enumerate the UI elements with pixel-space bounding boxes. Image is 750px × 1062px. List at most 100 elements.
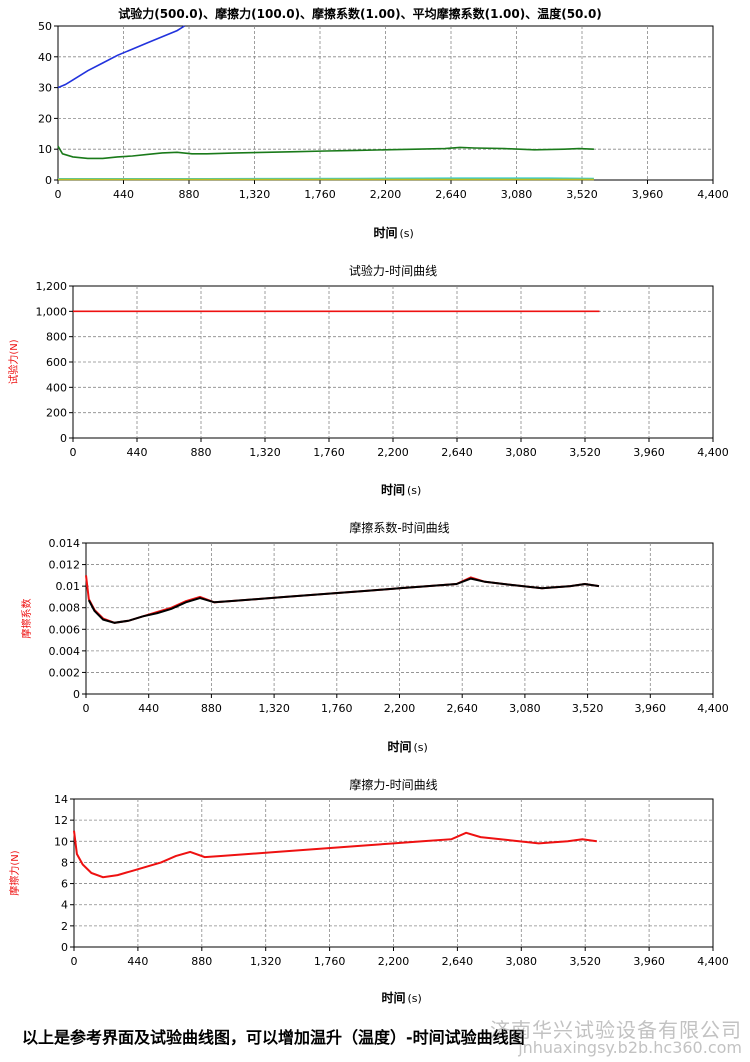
x-tick-label: 4,400 xyxy=(697,446,729,459)
x-tick-label: 3,080 xyxy=(505,446,537,459)
x-tick-label: 1,760 xyxy=(321,702,353,715)
x-tick-label: 2,640 xyxy=(435,188,467,201)
y-tick-label: 10 xyxy=(54,835,68,848)
chart-friction-coefficient-svg: 摩擦系数-时间曲线 0 440 880 1,320 1,760 2,200 2,640 3,08… xyxy=(20,520,729,754)
x-tick-label: 0 xyxy=(55,188,62,201)
series-line-2 xyxy=(87,577,600,624)
x-tick-label: 880 xyxy=(201,702,222,715)
x-tick-label: 880 xyxy=(191,446,212,459)
x-tick-label: 3,520 xyxy=(566,188,598,201)
x-tick-label: 3,960 xyxy=(633,446,665,459)
chart-combined-svg: 试验力(500.0)、摩擦力(100.0)、摩擦系数(1.00)、平均摩擦系数(… xyxy=(38,6,729,240)
x-tick-label: 3,520 xyxy=(569,446,601,459)
x-tick-label: 1,320 xyxy=(258,702,290,715)
y-tick-label: 6 xyxy=(61,878,68,891)
chart-title: 摩擦力-时间曲线 xyxy=(349,777,437,792)
series-line-1 xyxy=(57,25,185,89)
series-line-1 xyxy=(73,830,597,879)
series-line-2 xyxy=(57,145,594,160)
y-tick-label: 0.002 xyxy=(49,666,81,679)
x-tick-label: 2,200 xyxy=(370,188,402,201)
y-tick-label: 200 xyxy=(46,407,67,420)
x-axis-unit: (s) xyxy=(414,741,428,754)
y-tick-label: 0 xyxy=(61,941,68,954)
x-axis-label: 时间 xyxy=(387,739,411,754)
y-tick-label: 30 xyxy=(38,82,52,95)
x-tick-label: 440 xyxy=(113,188,134,201)
x-tick-label: 0 xyxy=(83,702,90,715)
y-tick-label: 0.01 xyxy=(56,580,81,593)
x-tick-label: 2,640 xyxy=(441,446,473,459)
y-tick-label: 10 xyxy=(38,143,52,156)
y-tick-label: 0 xyxy=(73,688,80,701)
chart-friction-force: 摩擦力-时间曲线 0 440 880 1,320 1,760 2,200 2,640 3,080… xyxy=(0,772,750,1017)
x-tick-label: 4,400 xyxy=(697,702,729,715)
y-tick-label: 400 xyxy=(46,381,67,394)
x-axis-label: 时间 xyxy=(381,990,405,1005)
y-tick-label: 0 xyxy=(60,432,67,445)
chart-test-force: 试验力-时间曲线 0 440 880 1,320 1,760 2,200 2,640 3,080… xyxy=(0,258,750,508)
y-tick-label: 8 xyxy=(61,856,68,869)
x-tick-label: 2,200 xyxy=(377,446,409,459)
x-axis-label: 时间 xyxy=(373,225,397,240)
x-tick-label: 3,960 xyxy=(633,955,665,968)
plot-area xyxy=(73,798,714,948)
x-axis-unit: (s) xyxy=(408,992,422,1005)
x-tick-label: 2,200 xyxy=(384,702,416,715)
x-tick-label: 1,760 xyxy=(314,955,346,968)
x-tick-label: 3,520 xyxy=(569,955,601,968)
x-tick-label: 440 xyxy=(127,446,148,459)
y-tick-label: 50 xyxy=(38,20,52,33)
x-tick-label: 3,960 xyxy=(635,702,667,715)
chart-title: 摩擦系数-时间曲线 xyxy=(349,520,449,535)
y-tick-label: 12 xyxy=(54,814,68,827)
x-tick-label: 0 xyxy=(70,446,77,459)
x-tick-label: 4,400 xyxy=(697,955,729,968)
x-axis-unit: (s) xyxy=(407,484,421,497)
x-tick-label: 1,320 xyxy=(249,446,281,459)
x-tick-label: 3,520 xyxy=(572,702,604,715)
y-tick-label: 0.006 xyxy=(49,623,81,636)
watermark-company: 济南华兴试验设备有限公司 xyxy=(490,1018,742,1042)
y-tick-label: 4 xyxy=(61,899,68,912)
y-tick-label: 600 xyxy=(46,356,67,369)
y-axis-label: 摩擦系数 xyxy=(20,599,33,639)
y-tick-label: 1,200 xyxy=(36,280,68,293)
y-tick-label: 0.008 xyxy=(49,602,81,615)
y-tick-label: 14 xyxy=(54,793,68,806)
y-tick-label: 40 xyxy=(38,51,52,64)
x-tick-label: 3,080 xyxy=(509,702,541,715)
x-tick-label: 1,320 xyxy=(250,955,282,968)
x-tick-label: 1,760 xyxy=(313,446,345,459)
x-tick-label: 3,080 xyxy=(501,188,533,201)
x-tick-label: 1,320 xyxy=(239,188,271,201)
x-tick-label: 1,760 xyxy=(304,188,336,201)
y-tick-label: 1,000 xyxy=(36,305,68,318)
y-tick-label: 800 xyxy=(46,331,67,344)
chart-friction-coefficient: 摩擦系数-时间曲线 0 440 880 1,320 1,760 2,200 2,640 3,08… xyxy=(0,515,750,770)
chart-title: 试验力(500.0)、摩擦力(100.0)、摩擦系数(1.00)、平均摩擦系数(… xyxy=(118,6,602,21)
chart-test-force-svg: 试验力-时间曲线 0 440 880 1,320 1,760 2,200 2,640 3,080… xyxy=(7,263,729,497)
x-axis-unit: (s) xyxy=(400,227,414,240)
x-tick-label: 3,080 xyxy=(506,955,538,968)
caption-text: 以上是参考界面及试验曲线图，可以增加温升（温度）-时间试验曲线图 xyxy=(22,1028,525,1047)
x-tick-label: 2,640 xyxy=(442,955,474,968)
chart-combined: 试验力(500.0)、摩擦力(100.0)、摩擦系数(1.00)、平均摩擦系数(… xyxy=(0,0,750,250)
x-tick-label: 3,960 xyxy=(632,188,664,201)
y-tick-label: 0.012 xyxy=(49,559,81,572)
x-tick-label: 440 xyxy=(138,702,159,715)
y-tick-label: 0.014 xyxy=(49,537,81,550)
x-tick-label: 4,400 xyxy=(697,188,729,201)
y-axis-label: 摩擦力(N) xyxy=(8,850,21,895)
x-tick-label: 0 xyxy=(71,955,78,968)
chart-friction-force-svg: 摩擦力-时间曲线 0 440 880 1,320 1,760 2,200 2,640 3,080… xyxy=(8,777,729,1005)
chart-title: 试验力-时间曲线 xyxy=(349,263,437,278)
watermark-url: jnhuaxingsy.b2b.hc360.com xyxy=(518,1038,742,1057)
x-tick-label: 2,200 xyxy=(378,955,410,968)
y-axis-label: 试验力(N) xyxy=(7,339,20,384)
x-tick-label: 880 xyxy=(179,188,200,201)
x-tick-label: 880 xyxy=(191,955,212,968)
x-tick-label: 440 xyxy=(127,955,148,968)
x-axis-label: 时间 xyxy=(381,482,405,497)
y-tick-label: 0.004 xyxy=(49,645,81,658)
